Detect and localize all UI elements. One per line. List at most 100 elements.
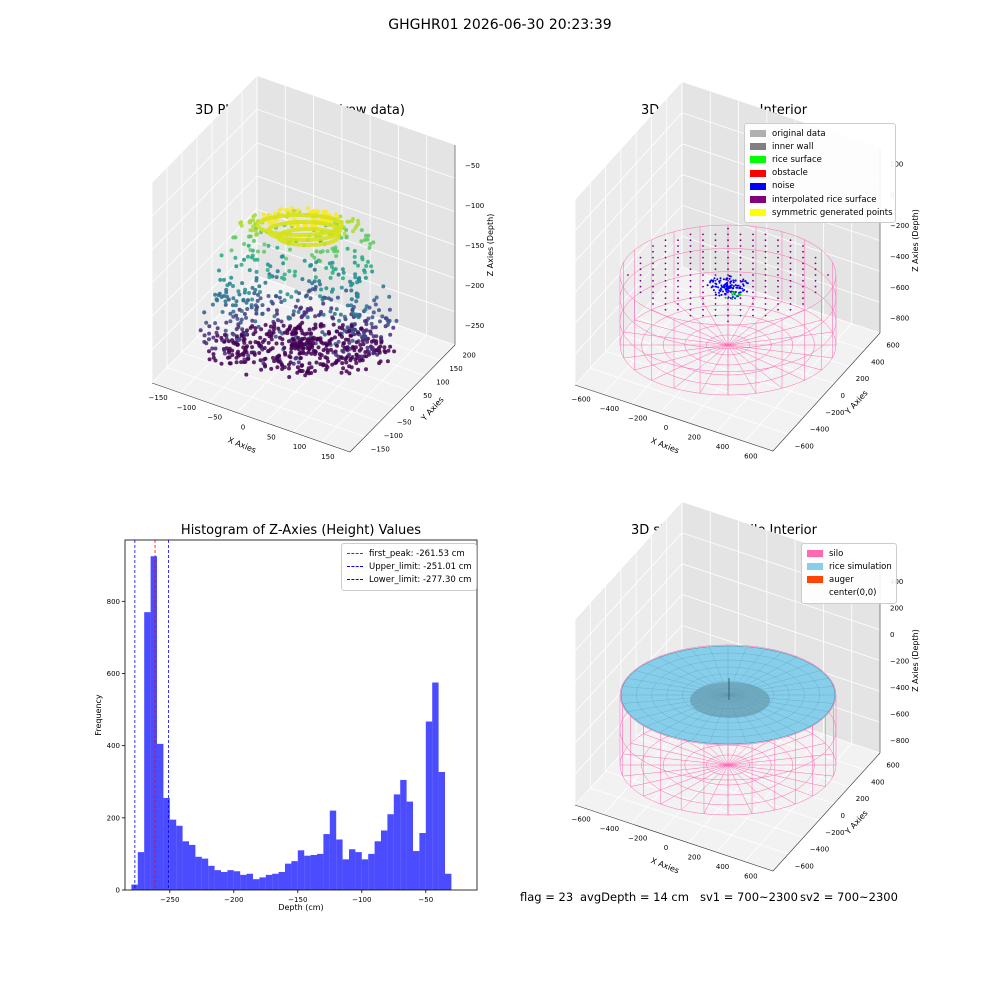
y-tick-label: −200 xyxy=(825,829,844,837)
point xyxy=(211,352,216,357)
noise-point xyxy=(729,275,732,278)
point xyxy=(250,297,255,302)
surface-point xyxy=(664,250,667,253)
point xyxy=(360,335,365,340)
point xyxy=(299,343,304,348)
point xyxy=(271,355,275,360)
point xyxy=(349,323,354,328)
point xyxy=(308,331,313,336)
surface-point xyxy=(702,274,704,276)
point xyxy=(385,359,390,364)
x-tick-label: −150 xyxy=(288,896,307,904)
point xyxy=(254,276,259,280)
point xyxy=(258,290,262,294)
point xyxy=(218,277,223,282)
point xyxy=(364,304,369,309)
surface-point xyxy=(689,291,692,294)
point xyxy=(228,319,233,324)
surface-point xyxy=(677,279,679,282)
point xyxy=(359,228,364,233)
surface-point xyxy=(714,308,717,311)
surface-point xyxy=(639,262,642,265)
point xyxy=(320,297,325,302)
point xyxy=(339,370,344,375)
z-axis-label: Z Axies (Depth) xyxy=(911,209,920,272)
point xyxy=(224,287,229,292)
point xyxy=(378,359,383,364)
point xyxy=(224,336,229,341)
z-tick-label: 0 xyxy=(890,631,894,639)
wall-grid-line xyxy=(574,204,881,324)
point xyxy=(229,248,234,253)
point xyxy=(366,316,371,321)
z-tick-label: −600 xyxy=(890,710,909,718)
floor-grid-line xyxy=(687,724,796,843)
point xyxy=(309,263,314,267)
x-tick-label: −200 xyxy=(628,415,647,423)
point xyxy=(294,330,299,335)
legend-line-swatch xyxy=(347,579,363,581)
y-tick-label: 200 xyxy=(856,375,869,383)
point xyxy=(325,365,330,370)
point xyxy=(383,350,388,355)
surface-point xyxy=(702,250,704,253)
noise-point xyxy=(719,287,722,290)
point xyxy=(291,309,296,314)
legend-swatch xyxy=(750,169,766,177)
surface-point xyxy=(752,303,754,305)
point xyxy=(301,351,306,356)
z-tick-label: −200 xyxy=(890,658,909,666)
surface-point xyxy=(652,245,654,247)
point xyxy=(365,345,370,350)
surface-point xyxy=(689,285,692,288)
histogram-bar xyxy=(361,859,369,890)
point xyxy=(371,351,376,356)
point xyxy=(293,346,298,351)
point xyxy=(325,342,330,347)
point xyxy=(248,220,253,225)
y-tick-label: 600 xyxy=(886,341,899,349)
y-tick-label: 0 xyxy=(841,392,845,400)
surface-point xyxy=(677,268,679,271)
noise-point xyxy=(717,286,720,289)
point xyxy=(350,281,355,286)
point xyxy=(290,332,295,337)
point xyxy=(235,342,240,347)
surface-point xyxy=(727,268,729,271)
point xyxy=(357,313,362,318)
point xyxy=(382,345,387,350)
point xyxy=(279,319,284,324)
noise-point xyxy=(713,277,716,280)
point xyxy=(364,367,368,372)
point xyxy=(252,257,257,262)
point xyxy=(374,295,379,300)
legend-label: silo xyxy=(829,548,844,559)
point xyxy=(371,334,376,339)
point xyxy=(316,209,321,214)
legend-label: inner wall xyxy=(772,141,814,152)
silo-floor-spoke xyxy=(727,344,757,394)
legend-item: silo xyxy=(807,547,891,560)
point xyxy=(345,303,350,308)
point xyxy=(336,339,341,344)
point xyxy=(314,249,319,254)
point xyxy=(248,228,253,233)
point xyxy=(355,292,360,297)
point xyxy=(351,229,355,234)
y-tick-label: 200 xyxy=(462,352,475,360)
point xyxy=(287,354,292,359)
point xyxy=(213,292,218,297)
floor-pane xyxy=(575,687,880,871)
point xyxy=(210,302,215,307)
point xyxy=(248,340,253,345)
rice-surface-point xyxy=(739,293,742,296)
point xyxy=(347,371,352,376)
point xyxy=(356,221,361,226)
z-tick-label: 200 xyxy=(890,605,903,613)
point xyxy=(262,249,267,254)
surface-point xyxy=(752,239,754,242)
point xyxy=(230,348,235,353)
z-tick-label: −800 xyxy=(890,315,909,323)
noise-point xyxy=(734,284,737,287)
